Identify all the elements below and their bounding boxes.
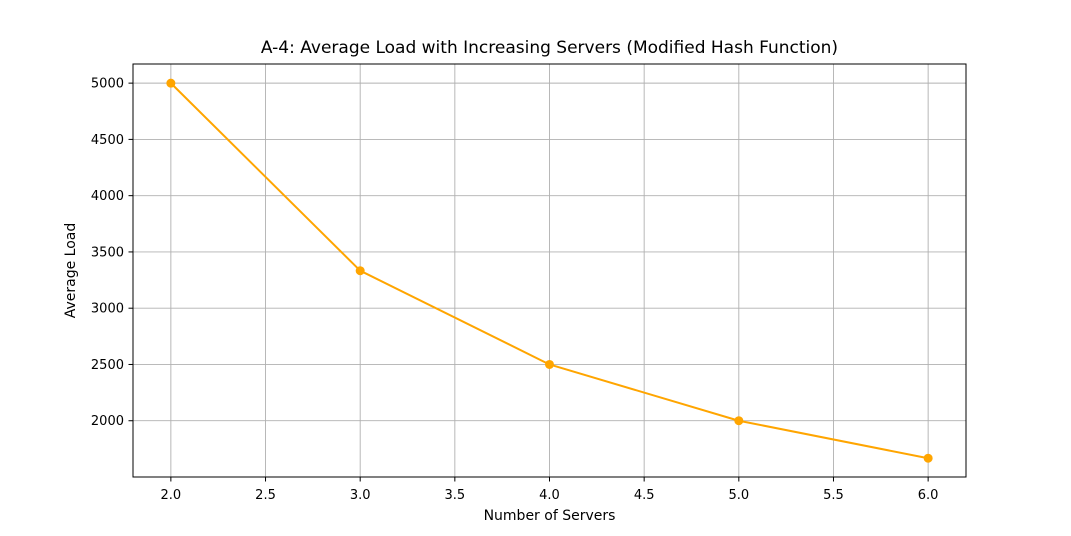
y-axis-ticks: 2000 2500 3000 3500 4000 4500 5000 [91, 77, 133, 429]
x-tick-label: 2.0 [161, 488, 182, 503]
y-tick-label: 4500 [91, 133, 124, 148]
data-point [355, 266, 365, 276]
data-point [166, 78, 176, 88]
x-tick-label: 4.5 [634, 488, 655, 503]
x-axis-label: Number of Servers [484, 508, 616, 524]
x-tick-label: 5.0 [728, 488, 749, 503]
y-tick-label: 3500 [91, 245, 124, 260]
y-tick-label: 2500 [91, 358, 124, 373]
x-tick-label: 3.5 [444, 488, 465, 503]
x-axis-ticks: 2.0 2.5 3.0 3.5 4.0 4.5 5.0 5.5 6.0 [161, 477, 939, 503]
y-tick-label: 3000 [91, 302, 124, 317]
series-layer [166, 78, 933, 463]
y-tick-label: 4000 [91, 189, 124, 204]
data-point [923, 453, 933, 463]
y-tick-label: 5000 [91, 77, 124, 92]
y-axis-label: Average Load [63, 223, 79, 319]
y-tick-label: 2000 [91, 414, 124, 429]
x-tick-label: 4.0 [539, 488, 560, 503]
x-tick-label: 5.5 [823, 488, 844, 503]
x-tick-label: 3.0 [350, 488, 371, 503]
x-tick-label: 2.5 [255, 488, 276, 503]
data-point [734, 416, 744, 426]
data-point [545, 359, 554, 369]
x-tick-label: 6.0 [918, 488, 939, 503]
chart-title: A-4: Average Load with Increasing Server… [261, 38, 838, 58]
